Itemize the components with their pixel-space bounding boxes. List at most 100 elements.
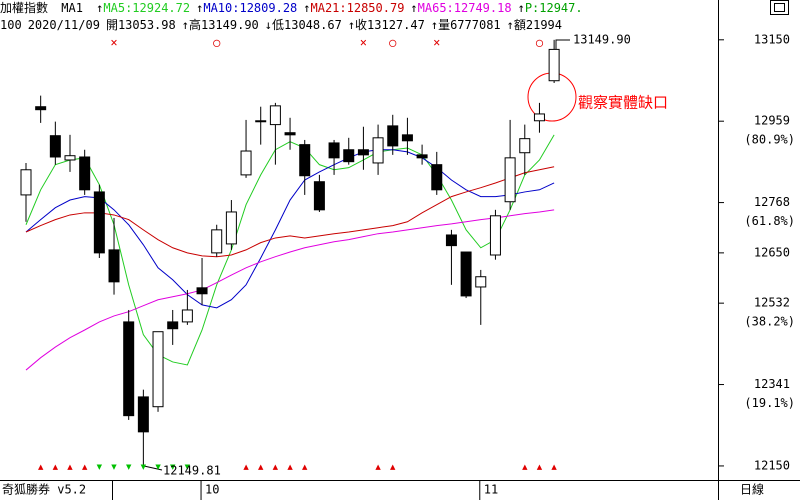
candle-body — [299, 144, 311, 177]
y-tick-label: 12650 — [754, 245, 790, 259]
y-tick-label: 12150 — [754, 458, 790, 472]
candle-body — [460, 251, 472, 297]
bottom-marker: ▲ — [522, 463, 528, 473]
legend-marker: ↑ — [410, 1, 418, 15]
window-button[interactable] — [770, 0, 789, 15]
bottom-marker: ▼ — [111, 463, 117, 473]
y-tick-label: 13150 — [754, 32, 790, 46]
ma-line — [25, 166, 555, 258]
window-button-icon — [774, 3, 785, 12]
bottom-marker: ▲ — [38, 463, 44, 473]
legend-marker: ↑ — [196, 1, 204, 15]
candle-body — [548, 48, 560, 82]
bottom-marker: ▲ — [67, 463, 73, 473]
candle-body — [533, 113, 545, 122]
quote-item: ↑高13149.90 — [181, 18, 259, 32]
candle-body — [20, 169, 32, 196]
candle-body — [79, 156, 91, 191]
candle-body — [196, 287, 208, 295]
candle-body — [152, 331, 164, 408]
candle-body — [240, 150, 252, 176]
legend-entry: P:12947. — [524, 1, 583, 15]
candle-body — [387, 125, 399, 147]
annotation: 13149.90 — [573, 33, 631, 47]
candle-body — [504, 157, 516, 203]
bottom-marker: ▲ — [537, 463, 543, 473]
quote-item: 100 — [0, 18, 22, 32]
legend-marker: ↑ — [303, 1, 311, 15]
candle-body — [211, 229, 223, 254]
candle-body — [108, 249, 120, 283]
y-tick-label: 12959 — [754, 114, 790, 128]
bottom-marker: ▲ — [258, 463, 264, 473]
bottom-marker: ▲ — [551, 463, 557, 473]
annotation-leader — [143, 465, 163, 471]
candle-body — [445, 234, 457, 247]
candle-body — [431, 164, 443, 191]
candle-body — [328, 142, 340, 159]
top-marker: × — [360, 36, 367, 50]
bottom-marker: ▲ — [375, 463, 381, 473]
y-tick-label: 12341 — [754, 377, 790, 391]
top-marker: ○ — [389, 36, 396, 50]
x-tick-label: 11 — [484, 483, 498, 497]
bottom-marker: ▲ — [273, 463, 279, 473]
ma-line — [25, 149, 555, 309]
y-tick-note: (19.1%) — [744, 396, 795, 410]
candle-body — [489, 215, 501, 256]
chart-title: 加權指數 — [0, 1, 49, 15]
bottom-marker: ▼ — [185, 463, 191, 473]
legend-line: 加權指數 MA1 ↑MA5:12924.72 ↑MA10:12809.28 ↑MA2… — [0, 0, 770, 17]
candle-body — [284, 132, 296, 136]
legend-marker: ↑ — [517, 1, 525, 15]
top-marker: × — [110, 36, 117, 50]
candle-body — [519, 138, 531, 154]
candle-body — [401, 134, 413, 142]
legend-entry: MA65:12749.18 — [417, 1, 512, 15]
ma-line — [25, 209, 555, 371]
bottom-marker: ▼ — [155, 463, 161, 473]
quote-item: ↑額21994 — [506, 18, 563, 32]
candle-body — [343, 149, 355, 163]
candle-body — [35, 106, 47, 111]
legend-entry: MA10:12809.28 — [203, 1, 298, 15]
candle-body — [123, 321, 135, 417]
candle-body — [93, 191, 105, 254]
legend: ↑MA5:12924.72 ↑MA10:12809.28 ↑MA21:12850.7… — [96, 1, 588, 15]
legend-entry: MA5:12924.72 — [103, 1, 191, 15]
top-marker: × — [433, 36, 440, 50]
candle-body — [313, 181, 325, 211]
quote-item: 2020/11/09 — [27, 18, 100, 32]
legend-entry: MA21:12850.79 — [310, 1, 405, 15]
candle-body — [225, 211, 237, 245]
candle-body — [167, 321, 179, 330]
annotation: 觀察實體缺口 — [578, 94, 668, 112]
candle-body — [137, 396, 149, 433]
legend-marker: ↑ — [96, 1, 104, 15]
top-marker: ○ — [213, 36, 220, 50]
candle-body — [475, 276, 487, 288]
candle-body — [357, 149, 369, 156]
annotation: 12149.81 — [163, 464, 221, 478]
bottom-marker: ▼ — [97, 463, 103, 473]
candle-body — [372, 137, 384, 164]
x-tick-label: 10 — [205, 483, 219, 497]
footer-label: 奇狐勝券 v5.2 — [2, 482, 86, 497]
quote-line: 100 2020/11/09 開13053.98 ↑高13149.90 ↓低13048.… — [0, 17, 770, 34]
candle-body — [181, 309, 193, 323]
bottom-marker: ▲ — [82, 463, 88, 473]
candle-body — [269, 105, 281, 126]
candle-body — [49, 135, 61, 158]
bottom-marker: ▲ — [53, 463, 59, 473]
y-tick-label: 12532 — [754, 296, 790, 310]
quote-item: 開13053.98 — [105, 18, 176, 32]
indicator-label: MA1 — [61, 1, 83, 15]
quote-item: ↑收13127.47 — [347, 18, 425, 32]
bottom-marker: ▲ — [243, 463, 249, 473]
y-tick-note: (38.2%) — [744, 315, 795, 329]
top-marker: ○ — [536, 36, 543, 50]
y-tick-note: (61.8%) — [744, 214, 795, 228]
y-tick-note: (80.9%) — [744, 133, 795, 147]
